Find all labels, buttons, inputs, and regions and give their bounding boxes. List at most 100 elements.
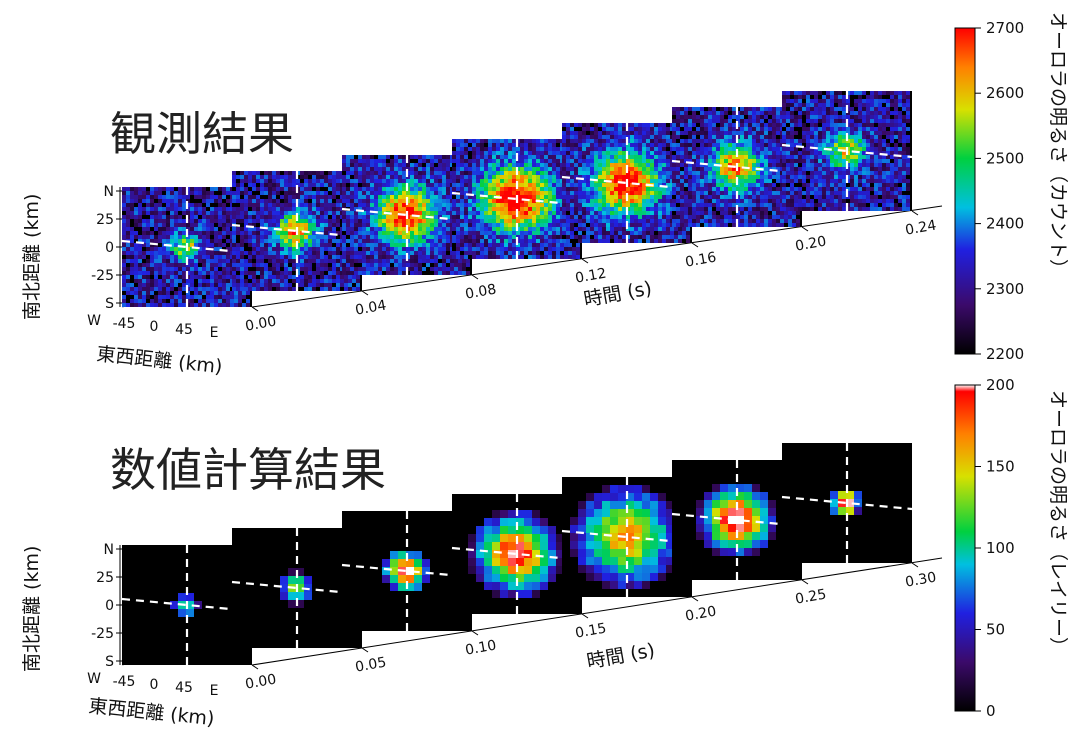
pixel (418, 243, 422, 247)
pixel (316, 235, 320, 239)
pixel (260, 267, 264, 271)
pixel (488, 207, 492, 211)
pixel (122, 195, 126, 199)
pixel (562, 171, 566, 175)
pixel (198, 235, 202, 239)
pixel (174, 215, 178, 219)
pixel (496, 163, 500, 167)
pixel (272, 263, 276, 267)
pixel (126, 283, 130, 287)
pixel (260, 179, 264, 183)
pixel (174, 195, 178, 199)
pixel (142, 223, 146, 227)
pixel (446, 211, 450, 215)
pixel (366, 171, 370, 175)
pixel (226, 303, 230, 307)
pixel (206, 287, 210, 291)
pixel (642, 175, 646, 179)
pixel (332, 191, 336, 195)
pixel (566, 135, 570, 139)
pixel (166, 223, 170, 227)
pixel (458, 271, 462, 275)
pixel (536, 239, 540, 243)
pixel (606, 195, 610, 199)
pixel (756, 131, 760, 135)
pixel (622, 135, 626, 139)
pixel (532, 223, 536, 227)
pixel (240, 255, 244, 259)
pixel (174, 199, 178, 203)
pixel (170, 247, 174, 251)
pixel (500, 187, 504, 191)
pixel (716, 151, 720, 155)
pixel (480, 175, 484, 179)
pixel (456, 179, 460, 183)
pixel (358, 255, 362, 259)
pixel (304, 199, 308, 203)
pixel (456, 207, 460, 211)
pixel (154, 295, 158, 299)
pixel (174, 279, 178, 283)
pixel (292, 195, 296, 199)
pixel (386, 231, 390, 235)
pixel (312, 215, 316, 219)
pixel (438, 195, 442, 199)
pixel (222, 211, 226, 215)
pixel (276, 179, 280, 183)
pixel (622, 187, 626, 191)
pixel (606, 223, 610, 227)
pixel (716, 147, 720, 151)
pixel (350, 211, 354, 215)
pixel (468, 191, 472, 195)
pixel (468, 227, 472, 231)
pixel (446, 159, 450, 163)
pixel (272, 275, 276, 279)
pixel (642, 215, 646, 219)
pixel (684, 151, 688, 155)
pixel (378, 219, 382, 223)
pixel (358, 207, 362, 211)
pixel (410, 199, 414, 203)
pixel (772, 147, 776, 151)
pixel (402, 195, 406, 199)
pixel (414, 251, 418, 255)
pixel (232, 259, 236, 263)
pixel (126, 231, 130, 235)
pixel (634, 151, 638, 155)
pixel (134, 259, 138, 263)
pixel (492, 219, 496, 223)
pixel (346, 155, 350, 159)
pixel (504, 159, 508, 163)
pixel (638, 135, 642, 139)
pixel (582, 211, 586, 215)
pixel (402, 203, 406, 207)
pixel (472, 155, 476, 159)
pixel (520, 155, 524, 159)
pixel (430, 223, 434, 227)
pixel (724, 139, 728, 143)
pixel (576, 251, 580, 255)
pixel (146, 207, 150, 211)
pixel (630, 167, 634, 171)
pixel (480, 191, 484, 195)
pixel (438, 223, 442, 227)
pixel (336, 179, 340, 183)
pixel (146, 227, 150, 231)
pixel (126, 227, 130, 231)
pixel (182, 279, 186, 283)
pixel (548, 175, 552, 179)
pixel (484, 235, 488, 239)
pixel (284, 235, 288, 239)
pixel (654, 187, 658, 191)
pixel (566, 131, 570, 135)
pixel (414, 227, 418, 231)
pixel (516, 219, 520, 223)
pixel (578, 207, 582, 211)
pixel (304, 187, 308, 191)
pixel (560, 255, 564, 259)
pixel (508, 211, 512, 215)
pixel (182, 195, 186, 199)
pixel (582, 171, 586, 175)
pixel (182, 239, 186, 243)
pixel (378, 251, 382, 255)
